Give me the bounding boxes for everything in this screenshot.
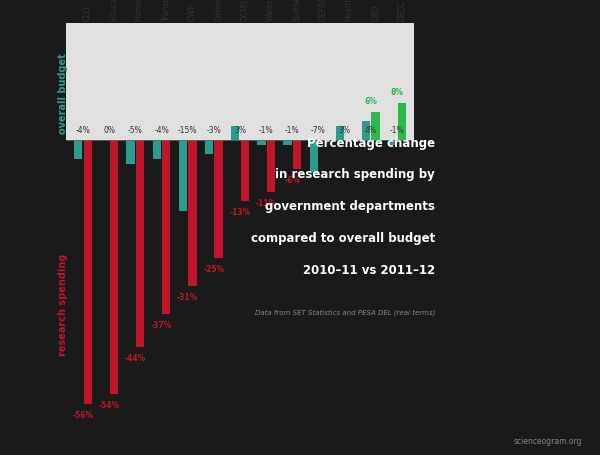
Bar [371,112,380,140]
Text: Defence: Defence [214,0,223,21]
Text: Education: Education [109,0,118,21]
Text: -1%: -1% [389,126,404,135]
Text: Percentage change: Percentage change [307,136,435,150]
Text: -3%: -3% [206,126,221,135]
Text: -56%: -56% [73,410,94,420]
Text: DCMS: DCMS [240,0,249,21]
Text: 4%: 4% [365,126,377,135]
Bar [83,140,92,404]
Bar [205,140,214,154]
Bar [188,140,197,286]
Text: 3%: 3% [234,126,246,135]
Text: 6%: 6% [364,97,377,106]
Text: Transport: Transport [161,0,170,21]
Bar [66,23,414,140]
Text: DfID: DfID [371,5,380,21]
Text: scienceogram.org: scienceogram.org [514,437,582,446]
Text: -54%: -54% [98,401,120,410]
Text: 8%: 8% [391,88,403,97]
Bar [241,140,249,202]
Text: CLG: CLG [83,6,92,21]
Text: -44%: -44% [125,354,146,363]
Text: -4%: -4% [154,126,169,135]
Text: -1%: -1% [285,126,299,135]
Bar [110,140,118,394]
Bar [362,121,370,140]
Bar [266,140,275,192]
Text: -11%: -11% [256,199,277,208]
Text: 3%: 3% [338,126,350,135]
Text: -15%: -15% [178,126,197,135]
Text: 0%: 0% [103,126,115,135]
Bar [74,140,82,159]
Text: Home Office: Home Office [136,0,145,21]
Text: -25%: -25% [203,265,224,274]
Bar [231,126,239,140]
Text: -5%: -5% [128,126,143,135]
Bar [127,140,135,164]
Bar [336,126,344,140]
Text: DWP: DWP [188,3,197,21]
Text: 2010–11 vs 2011–12: 2010–11 vs 2011–12 [303,264,435,277]
Text: in research spending by: in research spending by [275,168,435,182]
Text: -7%: -7% [311,126,326,135]
Bar [398,103,406,140]
Text: -13%: -13% [229,208,251,217]
Text: -37%: -37% [151,321,172,330]
Text: research spending: research spending [58,253,68,356]
Bar [179,140,187,211]
Bar [257,140,266,145]
Text: Wales: Wales [266,0,275,21]
Bar [136,140,144,347]
Bar [152,140,161,159]
Bar [388,140,397,145]
Text: government departments: government departments [265,200,435,213]
Text: -1%: -1% [259,126,274,135]
Bar [162,140,170,314]
Text: DEFRA: DEFRA [319,0,328,21]
Bar [293,140,301,168]
Text: DECC: DECC [397,0,406,21]
Text: Scotland: Scotland [292,0,301,21]
Text: -4%: -4% [76,126,91,135]
Text: overall budget: overall budget [58,53,68,134]
Bar [283,140,292,145]
Bar [214,140,223,258]
Text: -6%: -6% [284,176,301,185]
Bar [310,140,318,173]
Text: Data from SET Statistics and PESA DEL (real terms): Data from SET Statistics and PESA DEL (r… [254,309,435,316]
Text: -31%: -31% [177,293,198,302]
Text: compared to overall budget: compared to overall budget [251,232,435,245]
Text: Health: Health [344,0,353,21]
